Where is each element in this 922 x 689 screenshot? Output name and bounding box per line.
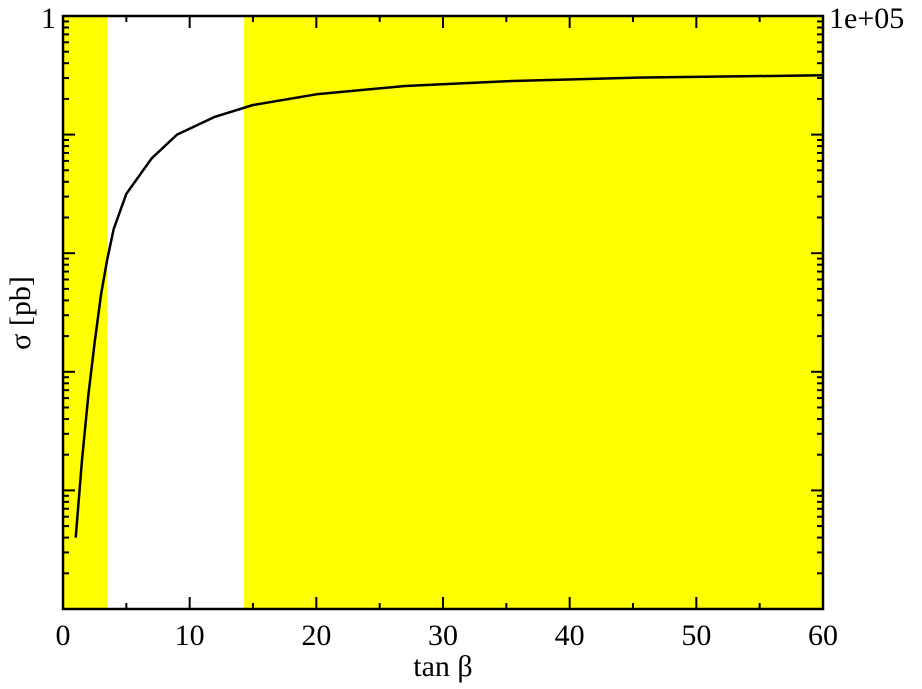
axis-ticks xyxy=(62,16,824,609)
y-axis-title: σ [pb] xyxy=(4,276,37,350)
x-tick-label: 30 xyxy=(428,619,458,652)
x-tick-label: 0 xyxy=(56,619,71,652)
x-tick-label: 20 xyxy=(301,619,331,652)
shaded-region-1 xyxy=(244,16,824,609)
x-axis-title: tan β xyxy=(413,650,472,683)
series-layer xyxy=(74,74,824,538)
x-tick-labels: 0 10 20 30 40 50 60 xyxy=(56,619,839,652)
series-line-0 xyxy=(74,74,824,538)
x-tick-label: 50 xyxy=(681,619,711,652)
shaded-regions xyxy=(63,16,824,609)
x-tick-label: 40 xyxy=(555,619,585,652)
y-tick-label-left: 1 xyxy=(41,2,56,35)
shaded-region-0 xyxy=(63,16,108,609)
x-tick-label: 60 xyxy=(808,619,838,652)
y-tick-label-right: 1e+05 xyxy=(829,2,904,35)
x-tick-label: 10 xyxy=(175,619,205,652)
